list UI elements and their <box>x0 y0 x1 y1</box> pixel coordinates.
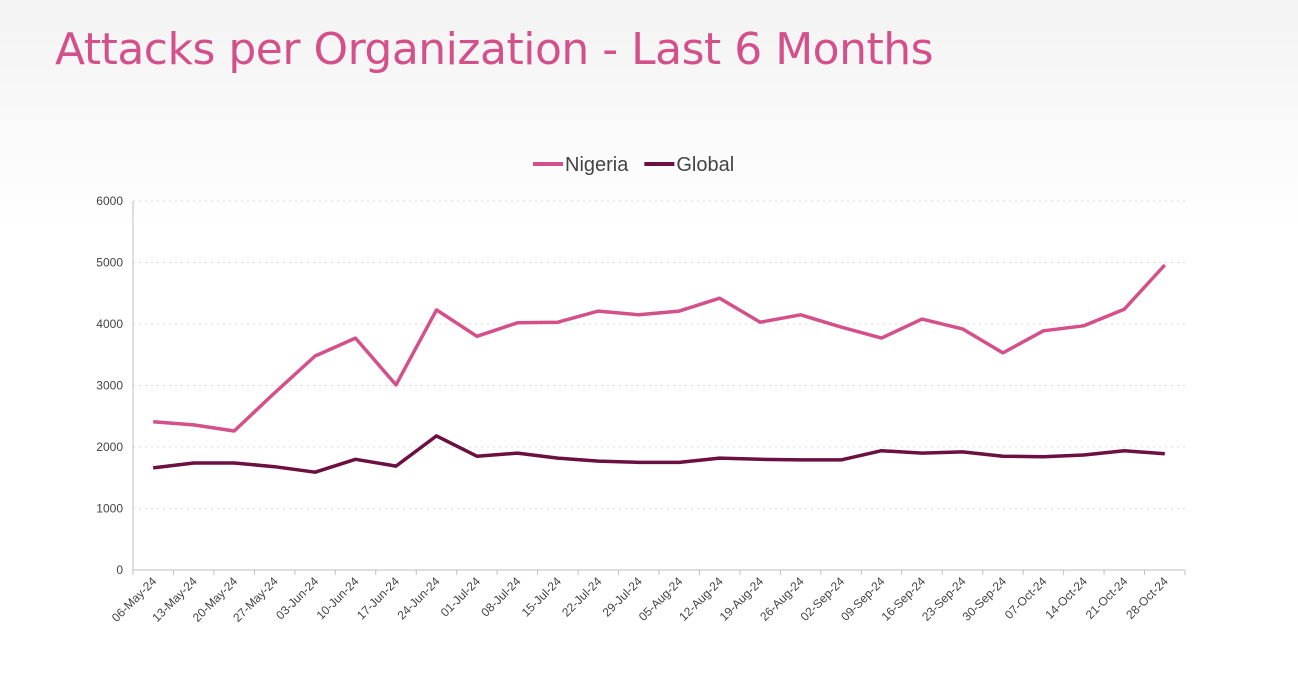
x-tick-label: 22-Jul-24 <box>559 574 605 620</box>
y-tick-label: 4000 <box>96 317 123 331</box>
y-tick-label: 2000 <box>96 440 123 454</box>
page-title: Attacks per Organization - Last 6 Months <box>55 24 934 75</box>
x-tick-label: 21-Oct-24 <box>1083 574 1131 622</box>
y-tick-label: 1000 <box>96 502 123 516</box>
x-tick-label: 10-Jun-24 <box>314 574 362 622</box>
x-tick-label: 08-Jul-24 <box>478 574 524 620</box>
background <box>0 0 1298 230</box>
x-tick-label: 07-Oct-24 <box>1002 574 1050 622</box>
x-tick-label: 14-Oct-24 <box>1042 574 1090 622</box>
y-tick-label: 3000 <box>96 379 123 393</box>
y-tick-label: 5000 <box>96 256 123 270</box>
x-tick-label: 24-Jun-24 <box>394 574 442 622</box>
series-line-nigeria <box>153 263 1167 433</box>
x-tick-label: 15-Jul-24 <box>519 574 565 620</box>
legend-label-global: Global <box>676 154 734 176</box>
y-tick-label: 0 <box>116 563 123 577</box>
legend-label-nigeria: Nigeria <box>565 154 629 176</box>
x-tick-label: 30-Sep-24 <box>960 574 1010 624</box>
series-line-global <box>152 434 1165 474</box>
y-tick-label: 6000 <box>96 194 123 208</box>
x-tick-label: 17-Jun-24 <box>354 574 402 622</box>
x-tick-label: 01-Jul-24 <box>438 574 484 620</box>
x-tick-label: 27-May-24 <box>230 574 281 625</box>
x-tick-label: 28-Oct-24 <box>1123 574 1171 622</box>
x-tick-label: 03-Jun-24 <box>273 574 321 622</box>
